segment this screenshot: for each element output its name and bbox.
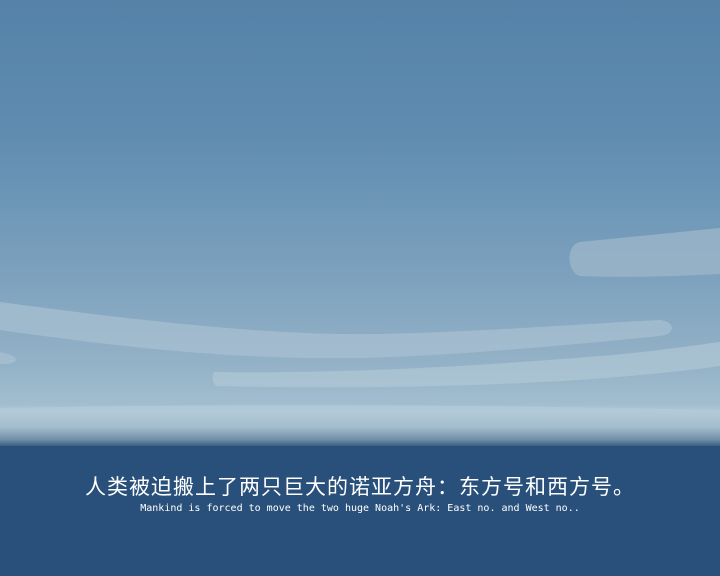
- cloud-streak: [212, 342, 720, 388]
- cloud-layer: [0, 228, 720, 420]
- subtitle-english: Mankind is forced to move the two huge N…: [140, 503, 580, 514]
- horizon-haze: [0, 404, 720, 446]
- cloud-streak: [0, 352, 16, 364]
- subtitle-chinese: 人类被迫搬上了两只巨大的诺亚方舟：东方号和西方号。: [85, 475, 635, 499]
- cloud-streak: [0, 302, 672, 359]
- subtitle-bar: [0, 446, 720, 576]
- cloud-streak: [569, 228, 720, 277]
